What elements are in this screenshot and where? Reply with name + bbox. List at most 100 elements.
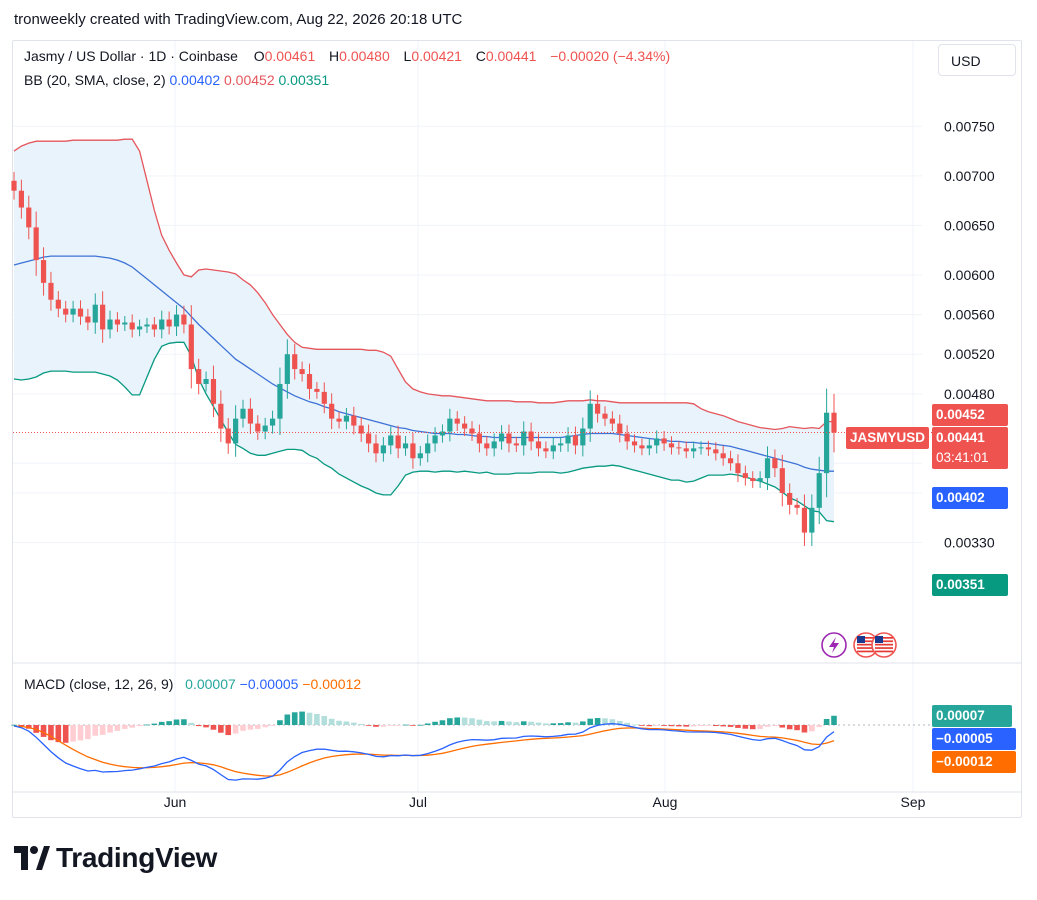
macd-hist-bar (240, 725, 246, 731)
macd-hist-bar (713, 725, 719, 727)
macd-hist-bar (314, 713, 320, 725)
macd-hist-bar (18, 725, 25, 727)
candle (417, 445, 423, 466)
tradingview-logo[interactable]: TradingView (14, 842, 217, 874)
candle (801, 494, 808, 546)
candle-body (720, 453, 726, 459)
candle-body (255, 423, 261, 432)
macd-hist-bar (676, 725, 682, 727)
candle-body (70, 308, 76, 315)
macd-hist-bar (506, 721, 512, 725)
currency-button[interactable]: USD (938, 44, 1016, 76)
candle (218, 390, 224, 442)
price-tick-label: 0.00560 (944, 307, 995, 323)
candle-body (225, 428, 231, 444)
candle (727, 450, 734, 471)
candle (550, 437, 556, 460)
macd-hist-bar (247, 725, 254, 730)
macd-hist-bar (498, 720, 505, 725)
candle-body (705, 447, 712, 450)
candle (646, 438, 652, 456)
candle-body (284, 354, 290, 384)
bb-legend[interactable]: BB (20, SMA, close, 2) 0.00402 0.00452 0… (24, 72, 329, 88)
candle-body (432, 435, 438, 444)
candle (432, 427, 438, 452)
bb-basis-tag: 0.00402 (932, 487, 1008, 509)
candle-body (491, 441, 497, 449)
macd-hist-bar (461, 717, 468, 725)
candle-body (587, 403, 593, 429)
candle-body (779, 468, 785, 493)
candle (402, 435, 409, 456)
macd-hist-bar (181, 719, 187, 725)
candle (114, 312, 121, 332)
candle-body (373, 443, 379, 454)
time-tick-label: Aug (653, 794, 678, 810)
candle-body (506, 433, 512, 444)
candle-body (181, 314, 187, 325)
symbol-title: Jasmy / US Dollar · 1D · Coinbase (24, 48, 238, 64)
macd-hist-bar (380, 725, 387, 727)
lightning-icon (821, 632, 847, 658)
candle-body (210, 378, 217, 404)
candle-body (395, 435, 401, 449)
macd-hist-bar (816, 725, 823, 728)
candle (705, 440, 712, 456)
candle-body (107, 319, 113, 330)
price-tick-label: 0.00650 (944, 217, 995, 233)
bb-upper-line (13, 138, 834, 431)
close-label: C (475, 48, 486, 64)
macd-line-tag: −0.00005 (932, 728, 1016, 750)
candle (750, 471, 756, 488)
macd-hist-bar (55, 725, 62, 743)
bb-basis-line (13, 255, 834, 472)
macd-hist-bar (727, 725, 734, 727)
macd-hist-bar (99, 725, 106, 735)
candle (535, 433, 542, 457)
candle-body (425, 443, 431, 454)
candle (240, 399, 246, 428)
macd-hist-bar (528, 721, 534, 725)
candle (491, 433, 497, 457)
candle (70, 300, 76, 323)
candle-body (92, 304, 98, 323)
candle-body (676, 447, 682, 449)
candle (742, 465, 748, 486)
candle-body (40, 260, 47, 283)
candle (122, 315, 128, 332)
macd-signal-value: −0.00012 (302, 676, 362, 692)
macd-hist-bar (661, 725, 667, 726)
macd-hist-bar (742, 725, 749, 729)
candle-body (801, 507, 808, 533)
candle-body (85, 316, 91, 323)
macd-hist-bar (557, 723, 564, 725)
candle (447, 408, 453, 442)
macd-hist-bar (565, 722, 571, 725)
macd-hist-bar (387, 725, 394, 726)
candle-body (639, 445, 645, 449)
candle (764, 446, 771, 490)
candle-body (136, 326, 143, 330)
candle (735, 454, 741, 483)
candle (151, 317, 157, 337)
candle (676, 441, 682, 455)
candle (306, 363, 313, 400)
macd-hist-bar (195, 725, 202, 727)
candle (284, 339, 290, 399)
macd-hist-bar (291, 712, 298, 725)
macd-hist-bar (543, 723, 549, 725)
candle (624, 425, 630, 450)
macd-hist-bar (122, 725, 128, 729)
macd-hist-bar (535, 722, 542, 725)
candle-body (572, 435, 579, 446)
candle-body (462, 423, 468, 429)
bb-title: BB (20, SMA, close, 2) (24, 72, 166, 88)
candle (521, 421, 527, 456)
candle (609, 411, 615, 432)
macd-legend[interactable]: MACD (close, 12, 26, 9) 0.00007 −0.00005… (24, 676, 361, 692)
candle (269, 410, 276, 434)
macd-hist-bar (306, 712, 313, 725)
candle-body (439, 431, 446, 436)
candle (107, 310, 113, 339)
